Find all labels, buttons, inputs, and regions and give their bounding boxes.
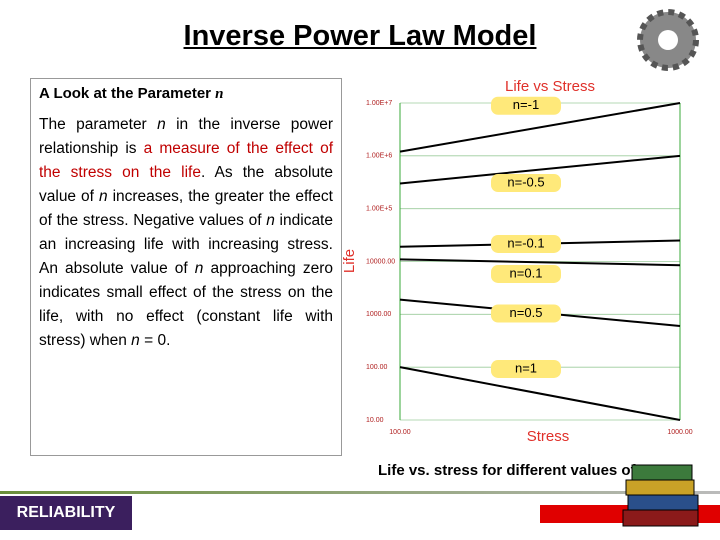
text-segment: n xyxy=(215,86,224,102)
x-tick-label: 1000.00 xyxy=(667,429,692,436)
text-segment: a measure of the effect of the stress on… xyxy=(39,140,334,181)
paragraph: The parameter n in the inverse power rel… xyxy=(39,113,333,353)
series-label-box xyxy=(491,96,561,115)
text-segment: . As the absolute value of xyxy=(39,164,334,205)
y-tick-label: 1000.00 xyxy=(366,311,391,318)
series-label: n=0.1 xyxy=(510,265,543,280)
series-label-box xyxy=(491,359,561,378)
series-line xyxy=(399,154,681,185)
text-segment: n xyxy=(194,260,204,277)
series-label-box xyxy=(491,174,561,193)
series-line xyxy=(399,102,681,153)
y-tick-label: 1.00E+7 xyxy=(366,100,392,107)
footer-line xyxy=(0,491,720,494)
text-segment: A Look at the Parameter xyxy=(39,85,216,102)
series-label-box xyxy=(491,304,561,323)
series-label-box xyxy=(491,264,561,283)
text-segment: indicate an increasing life with increas… xyxy=(39,212,333,277)
series-label: n=0.5 xyxy=(510,305,543,320)
x-axis-label: Stress xyxy=(527,428,570,445)
y-tick-label: 100.00 xyxy=(366,364,388,371)
footer-label: RELIABILITY xyxy=(0,496,132,530)
heading: A Look at the Parameter n xyxy=(39,85,333,103)
series-label-box xyxy=(491,234,561,253)
series-line xyxy=(399,366,681,421)
series-label: n=-1 xyxy=(513,97,539,112)
series-line xyxy=(399,258,681,267)
text-segment: in the inverse power relationship is xyxy=(39,116,333,157)
text-segment: n xyxy=(266,212,275,229)
series-label: n=1 xyxy=(515,360,537,375)
text-segment: n xyxy=(131,332,140,349)
text-segment: The parameter xyxy=(39,116,158,133)
series-label: n=-0.1 xyxy=(507,235,544,250)
text-segment: increases, the greater the effect of the… xyxy=(39,188,333,229)
books-icon xyxy=(622,464,699,527)
caption: Life vs. stress for different values of … xyxy=(378,462,654,479)
y-tick-label: 10000.00 xyxy=(366,258,395,265)
y-tick-label: 10.00 xyxy=(366,417,384,424)
y-tick-label: 1.00E+6 xyxy=(366,153,392,160)
y-tick-label: 1.00E+5 xyxy=(366,206,392,213)
x-tick-label: 100.00 xyxy=(389,429,411,436)
slide-title: Inverse Power Law Model xyxy=(183,20,537,52)
gear-icon xyxy=(637,9,699,71)
text-segment: = 0. xyxy=(139,332,171,349)
y-axis-label: Life xyxy=(341,249,358,273)
series-label: n=-0.5 xyxy=(507,174,544,189)
text-segment: approaching zero indicates small effect … xyxy=(39,260,333,349)
text-box: A Look at the Parameter n The parameter … xyxy=(30,78,342,456)
text-segment: n xyxy=(98,188,108,205)
text-segment: n xyxy=(157,116,166,133)
chart-title: Life vs Stress xyxy=(505,78,595,95)
